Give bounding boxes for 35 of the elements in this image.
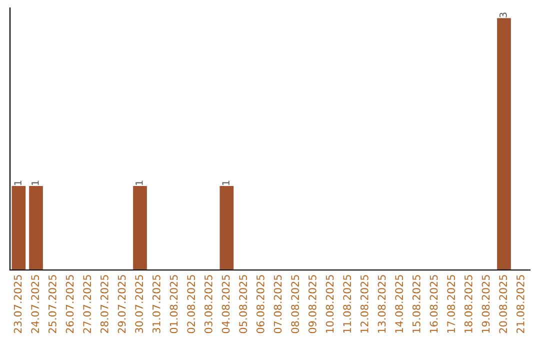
x-tick-label: 13.08.2025 <box>378 275 386 333</box>
x-tick-label: 11.08.2025 <box>343 275 352 333</box>
x-tick-label: 23.07.2025 <box>14 275 22 334</box>
x-tick-label: 27.07.2025 <box>83 275 92 334</box>
x-tick-label: 28.07.2025 <box>100 275 108 334</box>
x-tick-label: 24.07.2025 <box>31 275 40 334</box>
data-label: 1 <box>136 180 143 185</box>
x-tick-label: 17.08.2025 <box>447 275 456 333</box>
x-tick-label: 03.08.2025 <box>204 275 212 334</box>
data-label: 1 <box>32 180 39 185</box>
x-tick-label: 16.08.2025 <box>430 275 438 333</box>
x-tick-label: 09.08.2025 <box>308 275 316 334</box>
x-tick-label: 26.07.2025 <box>66 275 74 334</box>
x-tick-label: 20.08.2025 <box>499 275 508 334</box>
x-tick-label: 06.08.2025 <box>256 275 264 334</box>
x-tick-label: 25.07.2025 <box>48 275 56 334</box>
x-tick-label: 14.08.2025 <box>395 275 404 333</box>
x-tick-label: 12.08.2025 <box>360 275 368 333</box>
x-tick-label: 04.08.2025 <box>222 275 230 334</box>
x-tick-label: 01.08.2025 <box>170 275 178 334</box>
x-tick-label: 08.08.2025 <box>291 275 300 334</box>
x-tick-label: 10.08.2025 <box>326 275 334 333</box>
x-tick-label: 02.08.2025 <box>187 275 196 334</box>
data-label: 3 <box>499 12 507 18</box>
x-tick-label: 19.08.2025 <box>482 275 490 333</box>
x-tick-label: 31.07.2025 <box>152 275 160 334</box>
x-tick-label: 07.08.2025 <box>274 275 282 334</box>
x-tick-label: 29.07.2025 <box>118 275 126 334</box>
x-tick-label: 05.08.2025 <box>239 275 248 334</box>
x-tick-label: 15.08.2025 <box>412 275 420 333</box>
data-label: 1 <box>222 180 230 185</box>
data-label: 1 <box>14 180 22 185</box>
x-tick-label: 18.08.2025 <box>464 275 472 333</box>
x-tick-label: 21.08.2025 <box>516 275 524 334</box>
x-tick-label: 30.07.2025 <box>135 275 144 334</box>
